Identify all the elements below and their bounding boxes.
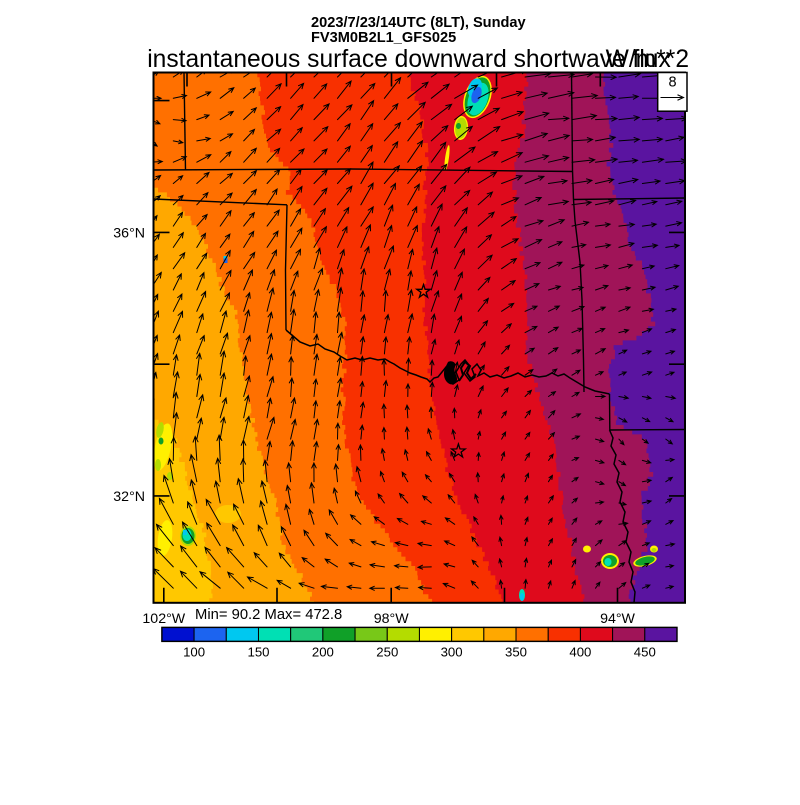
svg-text:2023/7/23/14UTC (8LT), Sunday: 2023/7/23/14UTC (8LT), Sunday	[311, 15, 527, 31]
svg-text:32°N: 32°N	[113, 489, 145, 505]
svg-text:250: 250	[376, 645, 398, 660]
svg-text:300: 300	[441, 645, 463, 660]
svg-text:94°W: 94°W	[600, 611, 635, 627]
svg-text:450: 450	[634, 645, 656, 660]
svg-text:100: 100	[183, 645, 205, 660]
svg-text:W/m**2: W/m**2	[606, 46, 689, 73]
svg-text:8: 8	[668, 75, 676, 91]
svg-text:instantaneous surface downward: instantaneous surface downward shortwave…	[147, 46, 671, 73]
svg-text:150: 150	[247, 645, 269, 660]
svg-text:98°W: 98°W	[374, 611, 409, 627]
svg-text:350: 350	[505, 645, 527, 660]
svg-text:36°N: 36°N	[113, 225, 145, 241]
svg-text:200: 200	[312, 645, 334, 660]
svg-text:102°W: 102°W	[142, 611, 185, 627]
svg-text:Min= 90.2 Max= 472.8: Min= 90.2 Max= 472.8	[195, 607, 342, 623]
svg-text:FV3M0B2L1_GFS025: FV3M0B2L1_GFS025	[311, 30, 456, 46]
svg-text:400: 400	[569, 645, 591, 660]
